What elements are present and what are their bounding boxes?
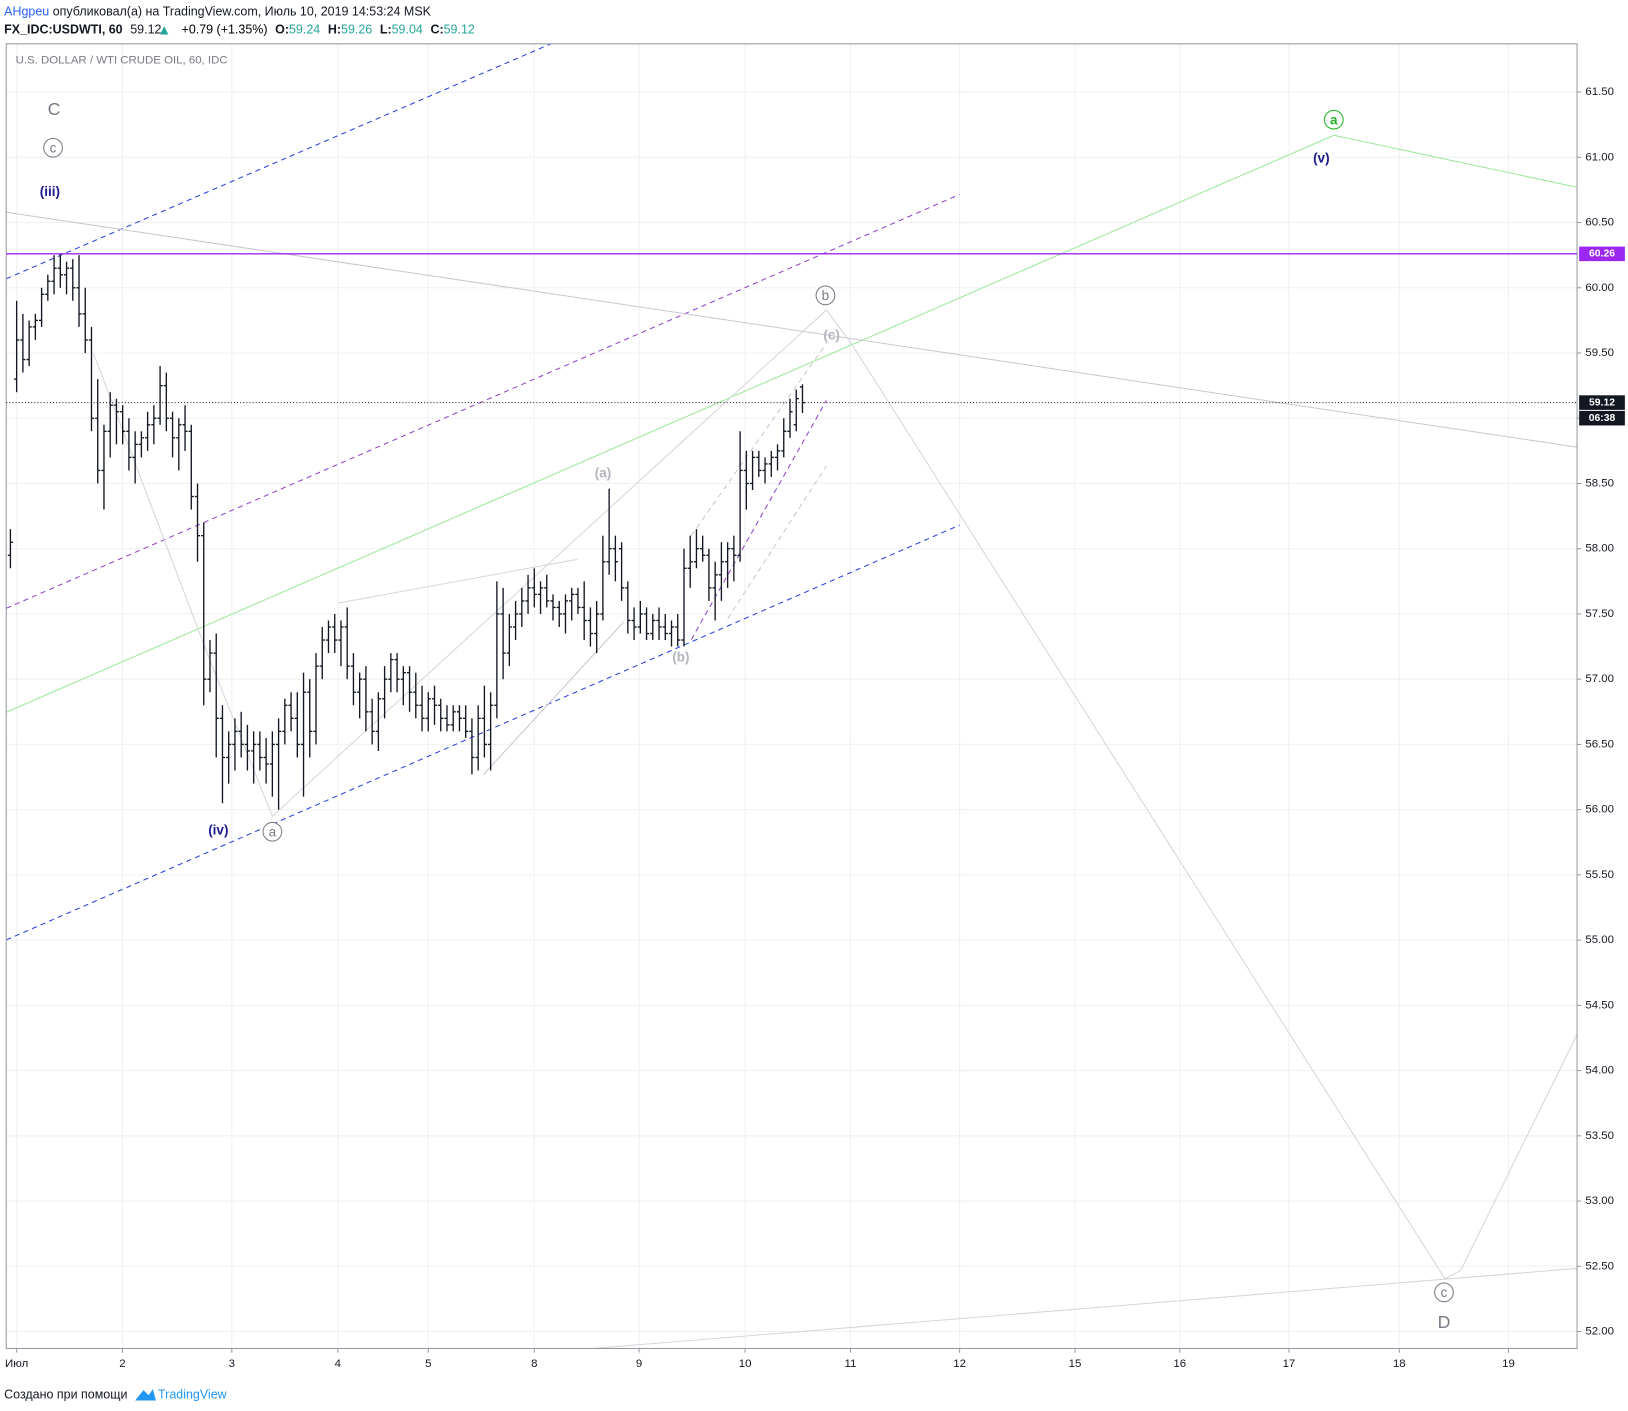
channel-line	[6, 524, 960, 941]
wave-path	[93, 309, 1578, 1280]
x-tick-label: 10	[739, 1358, 752, 1370]
footer-brand[interactable]: TradingView	[158, 1388, 228, 1402]
y-tick-label: 61.50	[1585, 86, 1614, 98]
channel-line	[727, 465, 827, 619]
y-tick-label: 60.50	[1585, 217, 1614, 229]
channel-line	[6, 43, 552, 280]
label-circle	[262, 821, 283, 842]
y-tick-label: 54.00	[1585, 1065, 1614, 1077]
plot-border	[5, 43, 1578, 1350]
wave-label: b	[822, 288, 830, 303]
wave-label: (v)	[1313, 151, 1330, 166]
price-label: 59.12	[1589, 397, 1615, 408]
x-tick-label: 19	[1502, 1358, 1515, 1370]
y-tick-label: 58.00	[1585, 543, 1614, 555]
trend-line	[592, 1267, 1578, 1350]
countdown-box	[1579, 410, 1625, 426]
wave-label: (iii)	[40, 184, 60, 199]
header-line: AHgpeu опубликовал(а) на TradingView.com…	[4, 5, 431, 19]
author[interactable]: AHgpeu	[4, 5, 49, 19]
wave-label: (c)	[823, 327, 840, 342]
label-circle	[43, 137, 63, 158]
ohlc-label: C:	[430, 23, 443, 37]
up-arrow	[160, 26, 169, 35]
symbol: FX_IDC:USDWTI, 60	[4, 23, 123, 37]
x-tick-label: 3	[229, 1358, 235, 1370]
wave-label: a	[269, 824, 277, 839]
x-tick-label: 11	[845, 1358, 857, 1370]
legend-line: FX_IDC:USDWTI, 60 59.12 +0.79 (+1.35%) O…	[4, 23, 475, 37]
y-tick-label: 58.50	[1585, 477, 1614, 489]
trend-line	[483, 621, 625, 775]
label-circle	[1323, 109, 1344, 130]
y-tick-label: 52.00	[1585, 1326, 1614, 1338]
x-tick-label: 8	[531, 1358, 537, 1370]
y-tick-label: 52.50	[1585, 1260, 1614, 1272]
y-tick-label: 60.00	[1585, 282, 1614, 294]
price-label-box	[1579, 246, 1625, 262]
x-tick-label: Июл	[5, 1358, 28, 1370]
y-tick-label: 55.00	[1585, 934, 1614, 946]
channel-line	[690, 400, 827, 640]
trend-line	[1333, 134, 1578, 188]
drawings	[6, 43, 1578, 1350]
y-tick-label: 53.50	[1585, 1130, 1614, 1142]
x-tick-label: 12	[953, 1358, 966, 1370]
chart-title: U.S. DOLLAR / WTI CRUDE OIL, 60, IDC	[16, 54, 228, 66]
x-tick-label: 17	[1283, 1358, 1296, 1370]
y-tick-label: 56.50	[1585, 738, 1614, 750]
label-circle	[1434, 1282, 1454, 1303]
y-tick-label: 57.00	[1585, 673, 1614, 685]
y-tick-label: 56.00	[1585, 804, 1614, 816]
channel-line	[6, 194, 960, 609]
x-tick-label: 2	[119, 1358, 125, 1370]
x-tick-label: 9	[636, 1358, 642, 1370]
x-tick-label: 4	[335, 1358, 342, 1370]
logo	[135, 1389, 156, 1401]
y-tick-label: 55.50	[1585, 869, 1614, 881]
ohlc-label: L:	[380, 23, 392, 37]
y-tick-label: 61.00	[1585, 151, 1614, 163]
countdown: 06:38	[1589, 413, 1616, 424]
y-tick-label: 57.50	[1585, 608, 1614, 620]
wave-label: a	[1330, 112, 1338, 127]
x-tick-label: 16	[1173, 1358, 1186, 1370]
wave-label: c	[1441, 1285, 1448, 1300]
y-tick-label: 59.50	[1585, 347, 1614, 359]
wave-label: D	[1438, 1312, 1451, 1332]
trend-line	[337, 558, 578, 604]
ohlc-value: 59.12	[444, 23, 475, 37]
channel-line	[690, 342, 827, 536]
x-tick-label: 5	[425, 1358, 431, 1370]
wave-label: (b)	[672, 650, 689, 665]
x-tick-label: 18	[1393, 1358, 1406, 1370]
wave-label: (a)	[595, 466, 612, 481]
bars	[7, 253, 806, 810]
trend-line	[6, 134, 1335, 713]
change: +0.79 (+1.35%)	[182, 23, 268, 37]
trend-line	[6, 211, 1578, 448]
wave-label: C	[48, 99, 61, 119]
ohlc-label: O:	[275, 23, 289, 37]
ohlc-value: 59.24	[289, 23, 320, 37]
wave-label: (iv)	[208, 822, 228, 837]
footer-text: Создано при помощи	[4, 1388, 127, 1402]
price-label-box	[1579, 395, 1625, 410]
published: опубликовал(а) на TradingView.com, Июль …	[53, 5, 432, 19]
grid	[6, 43, 1578, 1349]
last: 59.12	[130, 23, 161, 37]
ohlc-value: 59.26	[341, 23, 372, 37]
x-tick-label: 15	[1069, 1358, 1082, 1370]
ohlc-label: H:	[328, 23, 341, 37]
wave-label: c	[50, 140, 57, 155]
price-label: 60.26	[1589, 249, 1615, 260]
label-circle	[815, 285, 836, 306]
wave-labels: C c (iii) (iv) a (a) (b) (c) b a (v) c D	[40, 99, 1454, 1332]
ohlc-value: 59.04	[392, 23, 423, 37]
y-tick-label: 54.50	[1585, 999, 1614, 1011]
y-tick-label: 53.00	[1585, 1195, 1614, 1207]
